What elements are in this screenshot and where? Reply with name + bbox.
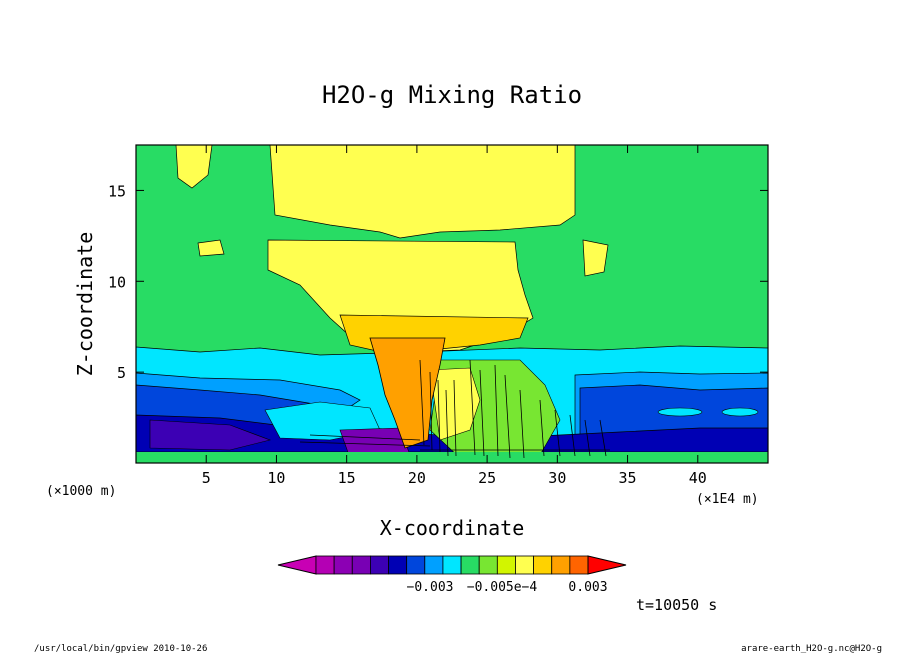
colorbar-swatch [496,555,516,575]
plot-area [136,145,768,463]
x-tick-label: 15 [338,469,356,487]
x-axis-ticks: 5 10 15 20 25 30 35 40 [202,145,707,487]
colorbar-swatch [460,555,480,575]
footer-left: /usr/local/bin/gpview 2010-10-26 [34,644,207,654]
contour-lines-convective [299,359,610,459]
colorbar-swatch [551,555,571,575]
colorbar-label-1: −0.003 [407,580,454,595]
x-unit-right: (×1E4 m) [696,492,759,507]
colorbar-swatch [315,555,335,575]
colorbar-swatch [533,555,553,575]
plot-frame [135,144,769,464]
colorbar-swatch [406,555,426,575]
colorbar-swatch [424,555,444,575]
x-unit-left: (×1000 m) [46,484,116,499]
contour-surface [136,452,768,463]
y-tick-label: 15 [108,182,126,200]
y-axis-label: Z-coordinate [73,232,97,377]
x-tick-label: 40 [689,469,707,487]
x-tick-label: 35 [619,469,637,487]
contour-cyan-streak-2 [721,407,759,417]
colorbar [277,555,627,575]
contour-cyan-streak-1 [657,407,703,417]
y-tick-label: 10 [108,273,126,291]
colorbar-swatch [369,555,389,575]
x-tick-label: 30 [548,469,566,487]
colorbar-swatch [515,555,535,575]
colorbar-swatch [569,555,589,575]
contour-yellow-patch-left [175,145,213,189]
x-tick-label: 20 [408,469,426,487]
colorbar-swatch [388,555,408,575]
contour-yellow-upper [269,145,576,239]
colorbar-label-3: 0.003 [568,580,607,595]
y-axis-ticks: 5 10 15 [108,182,768,382]
colorbar-swatch [478,555,498,575]
colorbar-label-2: −0.005e−4 [467,580,538,595]
colorbar-swatch [333,555,353,575]
contour-orange-updraft [369,337,446,449]
time-label: t=10050 s [636,596,717,614]
y-tick-label: 5 [117,364,126,382]
contour-yellow-blob [197,239,225,257]
colorbar-swatch [442,555,462,575]
colorbar-arrow-right [587,555,627,575]
chart-title: H2O-g Mixing Ratio [322,81,582,109]
x-tick-label: 25 [478,469,496,487]
x-tick-label: 10 [267,469,285,487]
contour-yellow-patch-right [582,239,609,277]
x-axis-label: X-coordinate [380,516,525,540]
colorbar-swatch [351,555,371,575]
contour-purple [149,419,272,451]
colorbar-arrow-left [277,555,317,575]
footer-right: arare-earth_H2O-g.nc@H2O-g [741,644,882,654]
x-tick-label: 5 [202,469,211,487]
